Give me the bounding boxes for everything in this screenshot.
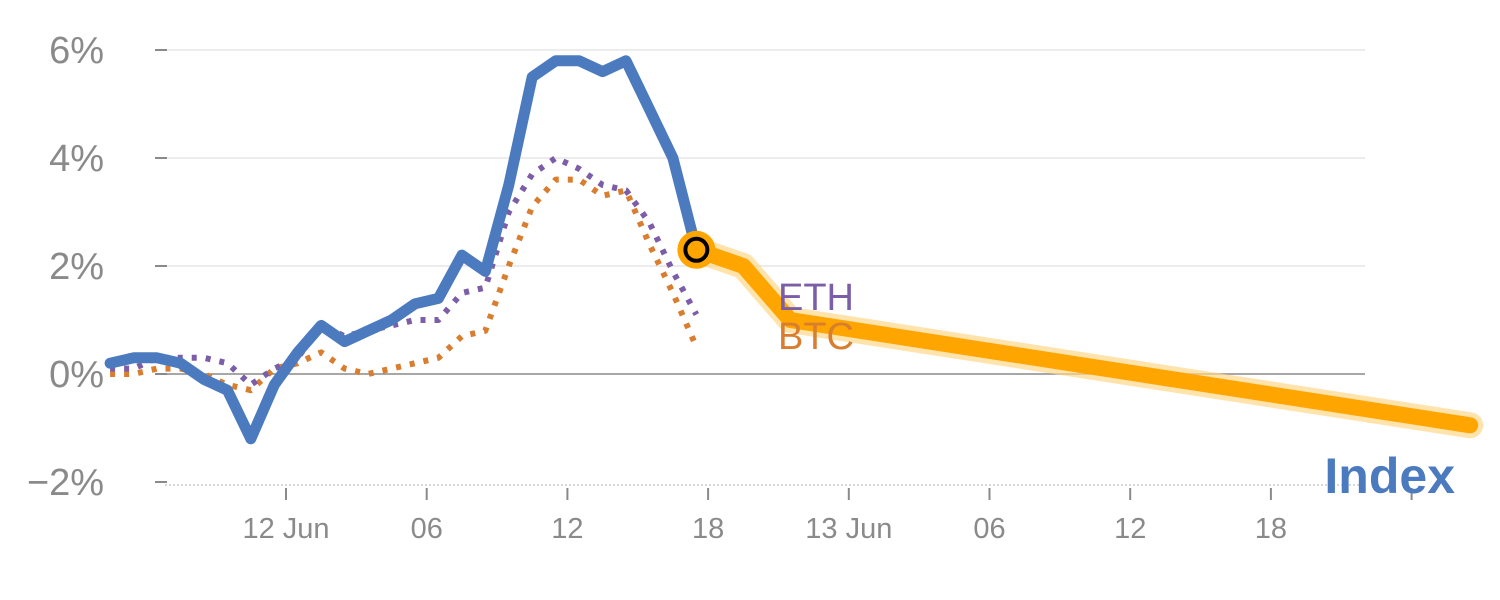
series-line-index <box>104 55 702 445</box>
x-tick-label: 12 <box>551 513 583 545</box>
x-tick-label: 18 <box>692 513 724 545</box>
x-tick-label: 13 Jun <box>805 513 892 545</box>
series-line-btc <box>110 176 700 394</box>
series-line-eth <box>110 155 700 388</box>
x-tick-label: 06 <box>411 513 443 545</box>
series-label-index: Index <box>1324 448 1455 504</box>
y-tick-label: 0% <box>49 354 104 396</box>
series-lines <box>104 55 1484 445</box>
x-tick-label: 12 Jun <box>242 513 329 545</box>
x-axis: 12 Jun 06 12 18 13 Jun 06 12 18 <box>242 488 1413 545</box>
series-line-projection <box>688 241 1479 434</box>
y-tick-label: 2% <box>49 246 104 288</box>
series-label-btc: BTC <box>778 316 854 358</box>
y-tick-label: −2% <box>27 462 104 504</box>
x-tick-label: 06 <box>973 513 1005 545</box>
y-tick-label: 4% <box>49 138 104 180</box>
series-labels: ETH BTC Index <box>778 277 1455 504</box>
y-axis: 6% 4% 2% 0% −2% <box>27 30 167 504</box>
x-tick-label: 12 <box>1114 513 1146 545</box>
x-tick-label: 18 <box>1255 513 1287 545</box>
series-label-eth: ETH <box>778 277 854 319</box>
marker-point <box>683 236 710 263</box>
y-tick-label: 6% <box>49 30 104 72</box>
